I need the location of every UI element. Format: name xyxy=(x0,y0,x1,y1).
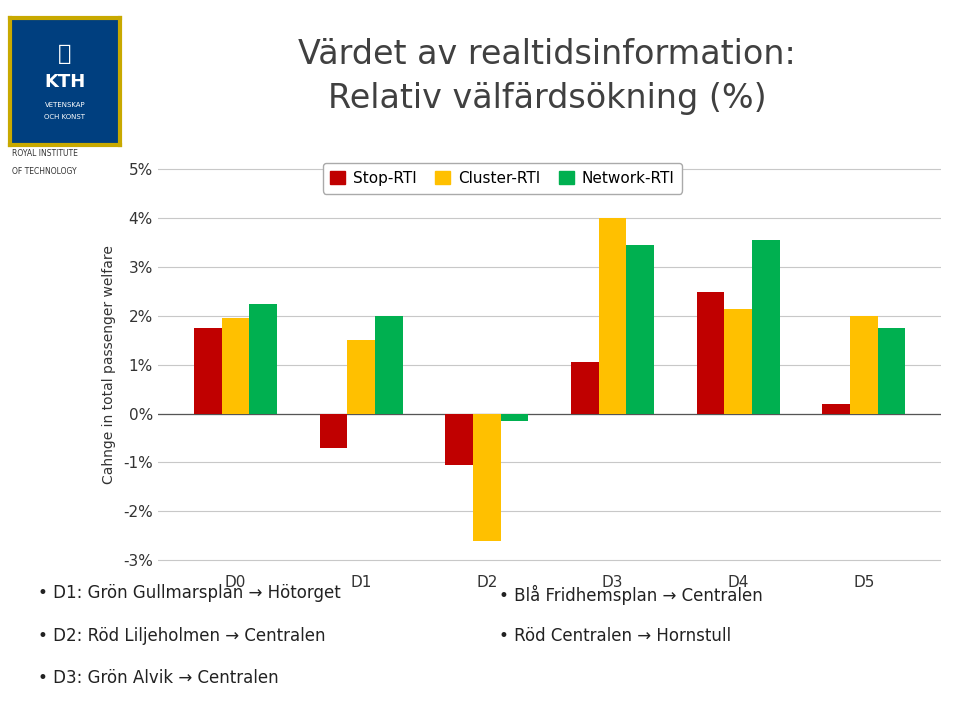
Bar xyxy=(626,245,654,414)
Bar xyxy=(571,362,599,414)
Bar xyxy=(850,316,877,414)
Bar xyxy=(445,414,473,465)
Bar xyxy=(222,319,250,414)
Text: • D1: Grön Gullmarsplan → Hötorget: • D1: Grön Gullmarsplan → Hötorget xyxy=(38,584,341,603)
Bar xyxy=(823,404,850,414)
Text: Relativ välfärdsökning (%): Relativ välfärdsökning (%) xyxy=(328,81,766,115)
Text: ROYAL INSTITUTE: ROYAL INSTITUTE xyxy=(12,149,79,158)
Bar xyxy=(724,309,752,414)
Bar xyxy=(877,328,905,414)
Bar xyxy=(320,414,348,448)
Bar xyxy=(599,219,626,414)
Y-axis label: Cahnge in total passenger welfare: Cahnge in total passenger welfare xyxy=(102,245,116,484)
Bar xyxy=(473,414,500,541)
Bar xyxy=(500,414,528,421)
Bar xyxy=(752,240,780,414)
Text: • D2: Röd Liljeholmen → Centralen: • D2: Röd Liljeholmen → Centralen xyxy=(38,627,325,645)
Bar xyxy=(697,292,724,414)
Text: 👑: 👑 xyxy=(59,44,71,64)
Bar xyxy=(194,328,222,414)
Text: OF TECHNOLOGY: OF TECHNOLOGY xyxy=(12,167,77,176)
Text: Värdet av realtidsinformation:: Värdet av realtidsinformation: xyxy=(299,38,796,71)
Bar xyxy=(375,316,402,414)
Text: VETENSKAP: VETENSKAP xyxy=(44,102,85,107)
Text: KTH: KTH xyxy=(44,73,85,91)
Text: • Röd Centralen → Hornstull: • Röd Centralen → Hornstull xyxy=(499,627,732,645)
Legend: Stop-RTI, Cluster-RTI, Network-RTI: Stop-RTI, Cluster-RTI, Network-RTI xyxy=(323,163,683,194)
Bar xyxy=(250,303,276,414)
Text: • Blå Fridhemsplan → Centralen: • Blå Fridhemsplan → Centralen xyxy=(499,584,763,605)
Text: • D3: Grön Alvik → Centralen: • D3: Grön Alvik → Centralen xyxy=(38,669,279,687)
Text: OCH KONST: OCH KONST xyxy=(44,114,85,121)
Bar xyxy=(348,340,375,414)
